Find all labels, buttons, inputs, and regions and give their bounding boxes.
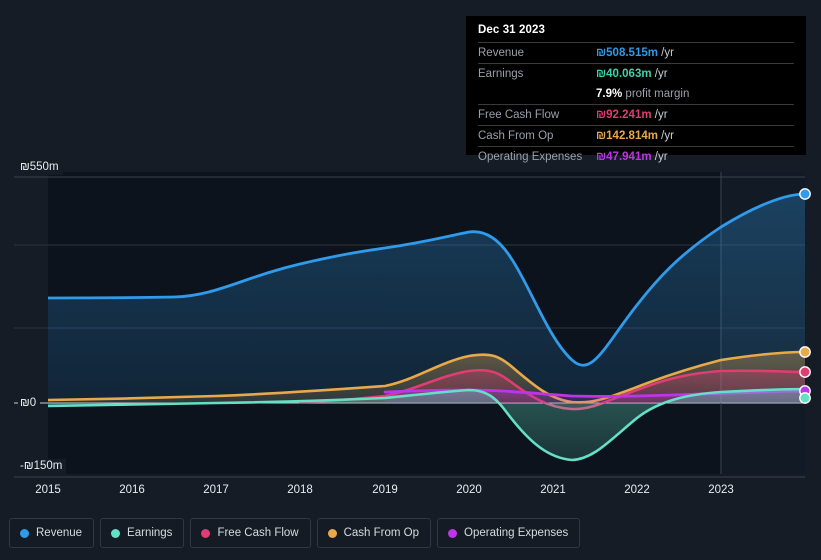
legend-item-revenue[interactable]: Revenue <box>9 518 95 548</box>
tooltip-label-free-cash-flow: Free Cash Flow <box>478 104 596 126</box>
legend-label-cash-from-op: Cash From Op <box>343 527 420 539</box>
tooltip-value-earnings: ₪40.063m <box>596 68 652 80</box>
legend-label-earnings: Earnings <box>127 527 173 539</box>
end-markers <box>799 188 811 404</box>
end-marker-revenue <box>799 188 811 200</box>
tooltip-unit-revenue: /yr <box>661 47 674 59</box>
legend-dot-operating-expenses-icon <box>448 528 458 538</box>
legend-item-earnings[interactable]: Earnings <box>100 518 185 548</box>
tooltip-text-profit-margin: profit margin <box>625 88 690 100</box>
tooltip-value-revenue: ₪508.515m <box>596 47 658 59</box>
end-marker-earnings <box>799 392 811 404</box>
legend-label-free-cash-flow: Free Cash Flow <box>217 527 299 539</box>
tooltip-unit-cash-from-op: /yr <box>661 130 674 142</box>
tooltip-label-spacer <box>478 84 596 105</box>
series-line-cash-from-op <box>48 350 805 404</box>
series-area-earnings <box>48 389 805 460</box>
y-axis-label-max: ₪550m <box>18 160 63 175</box>
end-marker-cash-from-op <box>799 346 811 358</box>
legend-dot-cash-from-op-icon <box>327 528 337 538</box>
tooltip-value-operating-expenses: ₪47.941m <box>596 151 652 163</box>
end-marker-free-cash-flow <box>799 366 811 378</box>
series-area-cash-from-op <box>48 352 805 403</box>
legend-dot-free-cash-flow-icon <box>201 528 211 538</box>
legend-label-operating-expenses: Operating Expenses <box>464 527 569 539</box>
tooltip-unit-earnings: /yr <box>654 68 668 80</box>
tooltip-label-cash-from-op: Cash From Op <box>478 125 596 147</box>
tooltip-row-operating-expenses: Operating Expenses ₪47.941m /yr <box>478 146 794 167</box>
chart-legend: Revenue Earnings Free Cash Flow Cash Fro… <box>9 518 581 548</box>
tooltip-label-earnings: Earnings <box>478 63 596 84</box>
x-axis-label-2019: 2019 <box>372 484 398 496</box>
tooltip-value-profit-margin: 7.9% <box>596 88 623 100</box>
x-axis-label-2017: 2017 <box>203 484 229 496</box>
tooltip-row-revenue: Revenue ₪508.515m /yr <box>478 42 794 64</box>
x-axis-label-2016: 2016 <box>119 484 145 496</box>
legend-dot-revenue-icon <box>20 528 29 538</box>
series-line-revenue <box>48 192 805 367</box>
legend-item-cash-from-op[interactable]: Cash From Op <box>316 518 432 548</box>
legend-item-operating-expenses[interactable]: Operating Expenses <box>437 518 581 548</box>
tooltip-row-profit-margin: 7.9% profit margin <box>478 84 794 105</box>
x-axis-label-2020: 2020 <box>456 484 482 496</box>
y-axis-label-zero: ₪0 <box>18 396 41 411</box>
x-axis-label-2021: 2021 <box>540 484 566 496</box>
tooltip-value-free-cash-flow: ₪92.241m <box>596 109 652 121</box>
tooltip-row-free-cash-flow: Free Cash Flow ₪92.241m /yr <box>478 104 794 126</box>
series-line-earnings <box>48 387 805 462</box>
chart-tooltip: Dec 31 2023 Revenue ₪508.515m /yr Earnin… <box>466 16 806 167</box>
x-axis-label-2018: 2018 <box>287 484 313 496</box>
tooltip-label-revenue: Revenue <box>478 42 596 64</box>
tooltip-date: Dec 31 2023 <box>478 24 545 36</box>
x-axis-label-2022: 2022 <box>624 484 650 496</box>
tooltip-row-cash-from-op: Cash From Op ₪142.814m /yr <box>478 125 794 147</box>
legend-dot-earnings-icon <box>111 528 121 538</box>
tooltip-unit-operating-expenses: /yr <box>654 151 668 163</box>
x-axis-label-2023: 2023 <box>708 484 734 496</box>
legend-item-free-cash-flow[interactable]: Free Cash Flow <box>190 518 311 548</box>
tooltip-value-cash-from-op: ₪142.814m <box>596 130 658 142</box>
x-axis-label-2015: 2015 <box>35 484 61 496</box>
legend-label-revenue: Revenue <box>36 527 83 539</box>
tooltip-row-earnings: Earnings ₪40.063m /yr <box>478 63 794 84</box>
y-axis-label-min: -₪150m <box>18 459 67 474</box>
tooltip-label-operating-expenses: Operating Expenses <box>478 146 596 167</box>
series-area-revenue <box>48 194 805 403</box>
tooltip-unit-free-cash-flow: /yr <box>654 109 668 121</box>
